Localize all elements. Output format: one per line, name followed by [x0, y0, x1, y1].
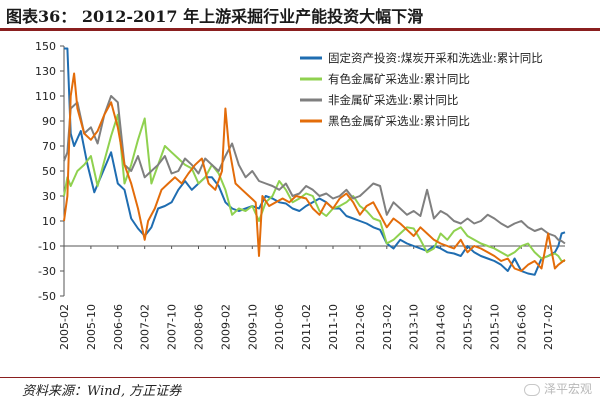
series-lines [63, 47, 566, 276]
y-tick-label: 130 [35, 65, 56, 78]
watermark-text: 泽平宏观 [543, 382, 592, 396]
x-tick-label: 2006-06 [112, 304, 125, 350]
title-divider [0, 28, 600, 31]
y-tick-label: -50 [38, 290, 56, 303]
legend-label-4: 黑色金属矿采选业:累计同比 [328, 114, 470, 128]
watermark: 泽平宏观 [523, 380, 592, 397]
legend-label-2: 有色金属矿采选业:累计同比 [328, 72, 470, 86]
x-tick-label: 2015-02 [461, 304, 474, 350]
source-divider [0, 377, 600, 378]
y-tick-label: 110 [35, 90, 56, 103]
x-tick-label: 2007-02 [139, 304, 152, 350]
x-tick-label: 2005-10 [85, 304, 98, 350]
wechat-icon [523, 383, 540, 396]
y-tick-label: 30 [42, 190, 56, 203]
x-tick-label: 2015-10 [488, 304, 501, 350]
title-bar: 图表36： 2012-2017 年上游采掘行业产能投资大幅下滑 [0, 0, 600, 28]
x-tick-label: 2012-06 [354, 304, 367, 350]
series-line-3 [63, 95, 566, 245]
x-tick-label: 2008-06 [192, 304, 205, 350]
chart-axes: -50 -30 -10 10 30 50 70 90 110 130 150 2005-02 2005-… [35, 40, 565, 350]
x-tick-label: 2013-10 [408, 304, 421, 350]
legend-label-1: 固定资产投资:煤炭开采和洗选业:累计同比 [328, 51, 543, 65]
figure-title: 图表36： 2012-2017 年上游采掘行业产能投资大幅下滑 [6, 7, 424, 26]
y-tick-label: -30 [38, 265, 56, 278]
x-tick-label: 2011-10 [327, 304, 340, 350]
y-tick-label: 150 [35, 40, 56, 53]
x-tick-label: 2005-02 [58, 304, 71, 350]
legend-label-3: 非金属矿采选业:累计同比 [328, 93, 458, 107]
source-note: 资料来源：Wind, 方正证券 [22, 384, 182, 399]
line-chart: -50 -30 -10 10 30 50 70 90 110 130 150 2005-02 2005-… [35, 40, 566, 350]
x-tick-label: 2013-02 [381, 304, 394, 350]
legend-box [294, 46, 562, 136]
y-tick-label: 90 [42, 115, 56, 128]
y-tick-label: 50 [42, 165, 56, 178]
x-tick-label: 2017-02 [542, 304, 555, 350]
y-tick-label: 10 [42, 215, 56, 228]
y-tick-label: 70 [42, 140, 56, 153]
x-tick-label: 2009-10 [246, 304, 259, 350]
chart-legend: 固定资产投资:煤炭开采和洗选业:累计同比有色金属矿采选业:累计同比非金属矿采选业… [294, 46, 562, 136]
x-tick-label: 2011-02 [300, 304, 313, 350]
x-tick-label: 2014-06 [435, 304, 448, 350]
x-tick-label: 2009-02 [219, 304, 232, 350]
y-tick-label: -10 [38, 240, 56, 253]
x-tick-label: 2007-10 [166, 304, 179, 350]
series-line-2 [63, 113, 565, 262]
series-line-4 [63, 72, 566, 272]
x-tick-label: 2010-06 [273, 304, 286, 350]
x-tick-label: 2016-06 [515, 304, 528, 350]
